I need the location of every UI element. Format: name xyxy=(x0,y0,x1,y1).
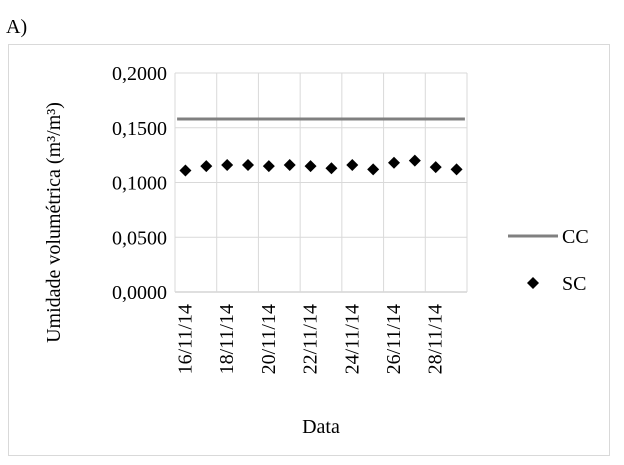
x-tick-label: 20/11/14 xyxy=(258,304,280,374)
chart-area xyxy=(8,44,610,456)
y-tick-label: 0,0000 xyxy=(112,282,167,304)
data-point-sc xyxy=(367,163,380,176)
y-tick-label: 0,2000 xyxy=(112,63,167,85)
x-axis-label: Data xyxy=(302,416,340,438)
y-axis-label: Umidade volumétrica (m³/m³) xyxy=(43,102,65,343)
data-point-sc xyxy=(242,158,254,171)
y-tick-label: 0,1000 xyxy=(112,173,167,195)
x-tick-label: 18/11/14 xyxy=(216,304,238,374)
data-point-sc xyxy=(200,160,213,173)
panel-label: A) xyxy=(6,16,28,38)
y-tick-label: 0,0500 xyxy=(112,227,167,249)
x-tick-label: 16/11/14 xyxy=(174,304,196,374)
data-point-sc xyxy=(262,160,275,173)
data-point-sc xyxy=(304,160,317,173)
data-point-sc xyxy=(179,164,192,177)
data-point-sc xyxy=(221,158,234,171)
legend-label-sc: SC xyxy=(562,273,586,295)
x-tick-label: 26/11/14 xyxy=(383,304,405,374)
x-tick-label: 24/11/14 xyxy=(341,304,363,374)
legend-label-cc: CC xyxy=(562,226,589,248)
data-point-sc xyxy=(388,156,400,169)
y-tick-label: 0,1500 xyxy=(112,118,167,140)
legend-swatch-sc xyxy=(527,277,539,289)
x-tick-label: 28/11/14 xyxy=(425,304,447,374)
data-point-sc xyxy=(346,158,359,171)
data-point-sc xyxy=(408,154,421,167)
data-point-sc xyxy=(429,161,442,174)
data-point-sc xyxy=(325,162,338,175)
x-tick-label: 22/11/14 xyxy=(300,304,322,374)
data-point-sc xyxy=(450,163,463,176)
data-point-sc xyxy=(283,158,296,171)
